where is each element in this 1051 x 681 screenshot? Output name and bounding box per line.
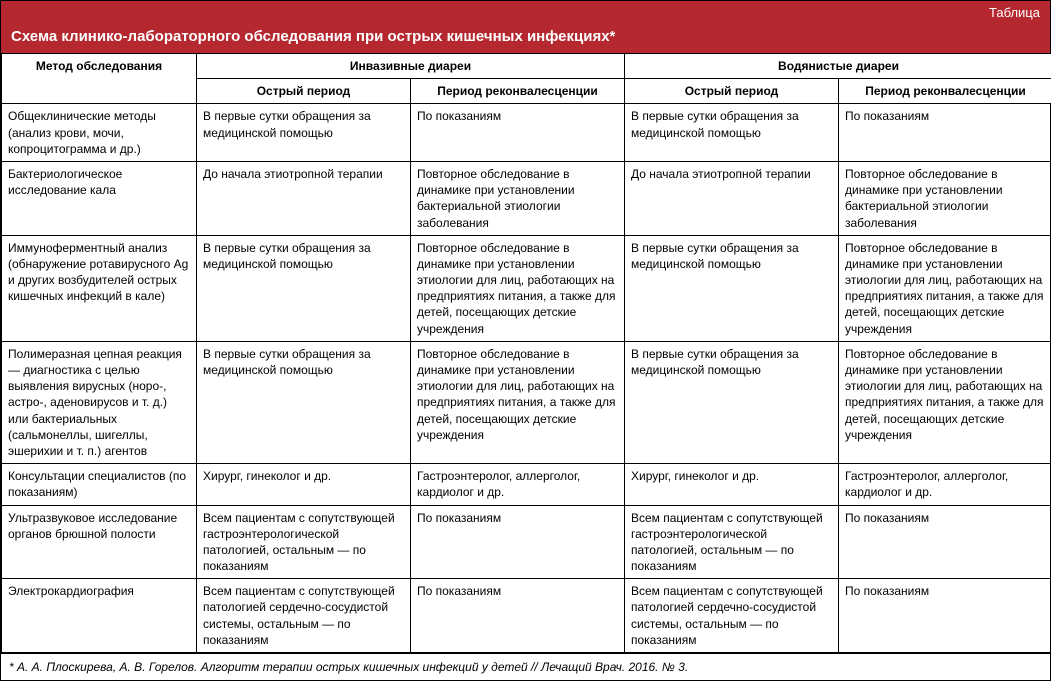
cell-method: Общеклинические методы (анализ крови, мо…	[2, 104, 197, 162]
col-method: Метод обследования	[2, 54, 197, 104]
cell-c4: По показаниям	[839, 505, 1051, 579]
cell-method: Ультразвуковое исследование органов брюш…	[2, 505, 197, 579]
table-row: Полимеразная цепная реакция — диагностик…	[2, 341, 1051, 463]
table-body: Общеклинические методы (анализ крови, мо…	[2, 104, 1051, 653]
table-row: ЭлектрокардиографияВсем пациентам с сопу…	[2, 579, 1051, 653]
cell-c1: Всем пациентам с сопутствующей патологие…	[197, 579, 411, 653]
col-invasive-acute: Острый период	[197, 79, 411, 104]
table-label: Таблица	[1, 1, 1050, 22]
cell-c4: По показаниям	[839, 104, 1051, 162]
cell-c1: Хирург, гинеколог и др.	[197, 464, 411, 505]
cell-method: Полимеразная цепная реакция — диагностик…	[2, 341, 197, 463]
table-head: Метод обследования Инвазивные диареи Вод…	[2, 54, 1051, 104]
table-row: Консультации специалистов (по показаниям…	[2, 464, 1051, 505]
cell-c3: В первые сутки обращения за медицинской …	[625, 235, 839, 341]
table-title: Схема клинико-лабораторного обследования…	[1, 22, 1050, 53]
cell-c1: В первые сутки обращения за медицинской …	[197, 341, 411, 463]
table-footnote: * А. А. Плоскирева, А. В. Горелов. Алгор…	[1, 653, 1050, 680]
cell-method: Электрокардиография	[2, 579, 197, 653]
cell-c3: До начала этиотропной терапии	[625, 161, 839, 235]
cell-c4: Повторное обследование в динамике при ус…	[839, 235, 1051, 341]
cell-c1: В первые сутки обращения за медицинской …	[197, 104, 411, 162]
cell-c3: Всем пациентам с сопутствующей гастроэнт…	[625, 505, 839, 579]
col-watery-acute: Острый период	[625, 79, 839, 104]
table-row: Ультразвуковое исследование органов брюш…	[2, 505, 1051, 579]
cell-c1: Всем пациентам с сопутствующей гастроэнт…	[197, 505, 411, 579]
cell-c3: В первые сутки обращения за медицинской …	[625, 104, 839, 162]
table-row: Иммуноферментный анализ (обнаружение рот…	[2, 235, 1051, 341]
cell-c2: Повторное обследование в динамике при ус…	[411, 235, 625, 341]
col-group-watery: Водянистые диареи	[625, 54, 1051, 79]
cell-c2: Повторное обследование в динамике при ус…	[411, 341, 625, 463]
cell-c1: В первые сутки обращения за медицинской …	[197, 235, 411, 341]
cell-c4: Повторное обследование в динамике при ус…	[839, 161, 1051, 235]
cell-c3: В первые сутки обращения за медицинской …	[625, 341, 839, 463]
cell-method: Консультации специалистов (по показаниям…	[2, 464, 197, 505]
col-watery-conval: Период реконвалесценции	[839, 79, 1051, 104]
cell-c4: Гастроэнтеролог, аллерголог, кардиолог и…	[839, 464, 1051, 505]
cell-c2: По показаниям	[411, 579, 625, 653]
col-invasive-conval: Период реконвалесценции	[411, 79, 625, 104]
cell-c4: Повторное обследование в динамике при ус…	[839, 341, 1051, 463]
cell-c2: По показаниям	[411, 104, 625, 162]
cell-c2: Повторное обследование в динамике при ус…	[411, 161, 625, 235]
cell-method: Бактериологическое исследование кала	[2, 161, 197, 235]
table-container: Таблица Схема клинико-лабораторного обсл…	[0, 0, 1051, 681]
main-table: Метод обследования Инвазивные диареи Вод…	[1, 53, 1051, 653]
cell-method: Иммуноферментный анализ (обнаружение рот…	[2, 235, 197, 341]
table-row: Бактериологическое исследование калаДо н…	[2, 161, 1051, 235]
table-row: Общеклинические методы (анализ крови, мо…	[2, 104, 1051, 162]
cell-c2: По показаниям	[411, 505, 625, 579]
cell-c4: По показаниям	[839, 579, 1051, 653]
cell-c1: До начала этиотропной терапии	[197, 161, 411, 235]
cell-c3: Всем пациентам с сопутствующей патологие…	[625, 579, 839, 653]
col-group-invasive: Инвазивные диареи	[197, 54, 625, 79]
cell-c2: Гастроэнтеролог, аллерголог, кардиолог и…	[411, 464, 625, 505]
cell-c3: Хирург, гинеколог и др.	[625, 464, 839, 505]
